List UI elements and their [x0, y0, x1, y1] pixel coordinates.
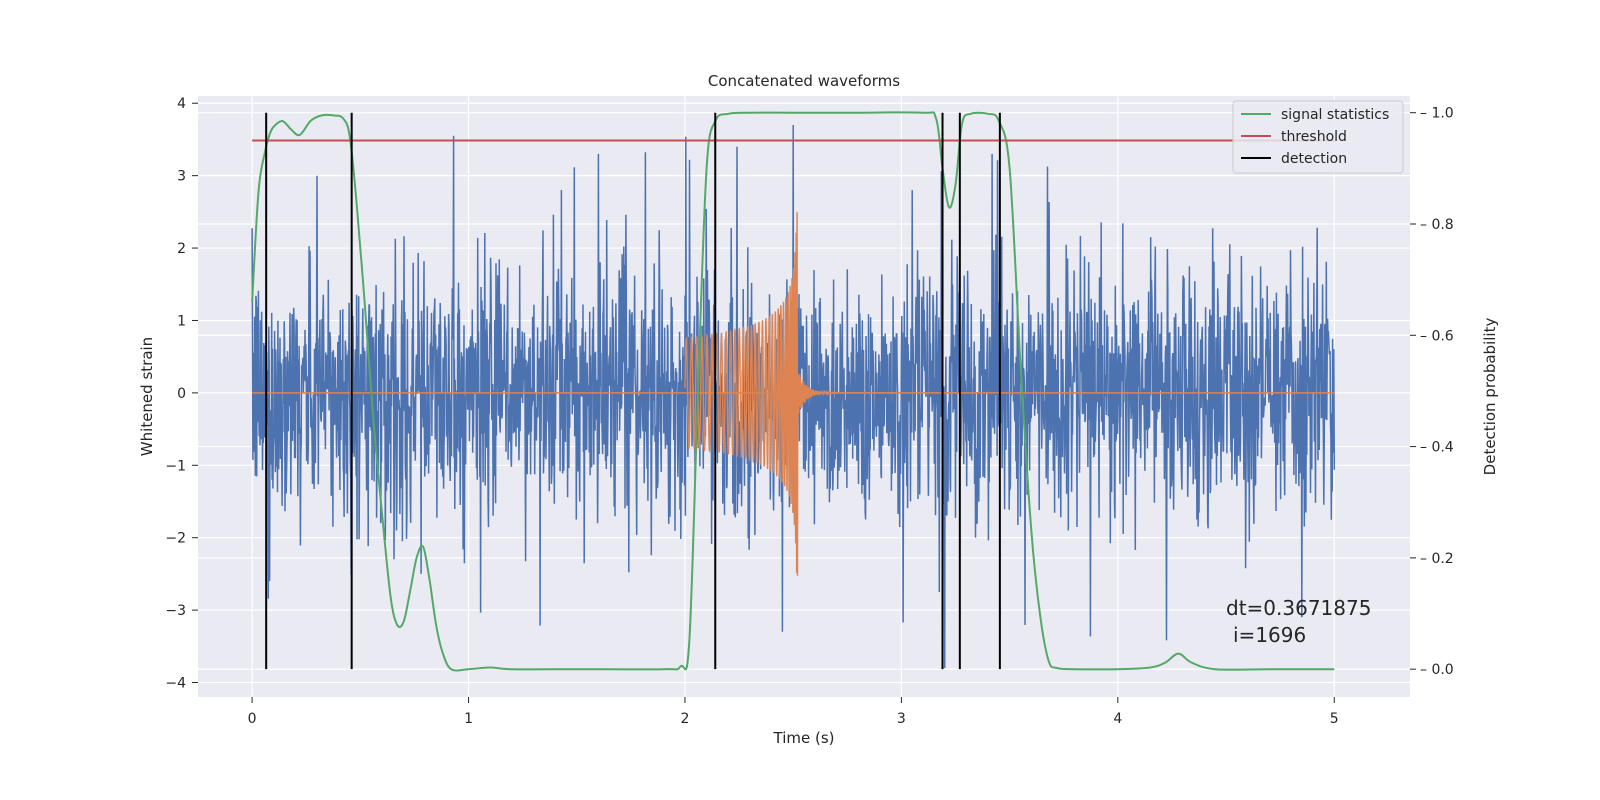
x-axis-label: Time (s)	[773, 729, 835, 747]
y-tick-label: 0	[177, 386, 186, 402]
y-axis-label: Whitened strain	[138, 337, 156, 456]
legend-label-detection: detection	[1281, 151, 1347, 167]
legend: signal statistics threshold detection	[1232, 100, 1404, 174]
axes: 0 1 2 3 4 5 −4 −3 −2 −1 0 1 2 3 4 – 0.0 – 0.2 – 0.4 – 0.6 –…	[165, 96, 1453, 727]
legend-box	[1232, 100, 1404, 174]
y2-tick-label: – 0.2	[1420, 551, 1454, 567]
y-tick-label: 2	[177, 241, 186, 257]
chart-title: Concatenated waveforms	[708, 72, 900, 90]
x-tick-label: 3	[897, 711, 906, 727]
y2-tick-label: – 0.4	[1420, 440, 1454, 456]
x-tick-label: 1	[464, 711, 473, 727]
series-signal-statistics-line	[251, 111, 1335, 672]
y-tick-label: −1	[165, 458, 186, 474]
y-tick-label: 3	[177, 169, 186, 185]
y2-tick-label: – 0.8	[1420, 217, 1454, 233]
y-tick-label: −2	[165, 531, 186, 547]
x-tick-label: 2	[681, 711, 690, 727]
x-tick-label: 5	[1330, 711, 1339, 727]
y2-tick-label: – 0.0	[1420, 662, 1454, 678]
annotation-i: i=1696	[1233, 623, 1306, 647]
series-whitened-strain-line	[251, 124, 1336, 669]
y2-axis-label: Detection probability	[1481, 318, 1499, 476]
legend-label-signal-statistics: signal statistics	[1281, 107, 1389, 123]
y-tick-label: −4	[165, 676, 186, 692]
annotation-dt: dt=0.3671875	[1226, 596, 1371, 620]
series-template-chirp	[684, 212, 902, 576]
y-tick-label: 4	[177, 96, 186, 112]
y-tick-label: 1	[177, 313, 186, 329]
x-tick-label: 4	[1113, 711, 1122, 727]
legend-label-threshold: threshold	[1281, 129, 1347, 145]
y2-tick-label: – 0.6	[1420, 328, 1454, 344]
series-layer	[251, 111, 1336, 672]
x-tick-label: 0	[248, 711, 257, 727]
y2-tick-label: – 1.0	[1420, 106, 1454, 122]
y-tick-label: −3	[165, 603, 186, 619]
